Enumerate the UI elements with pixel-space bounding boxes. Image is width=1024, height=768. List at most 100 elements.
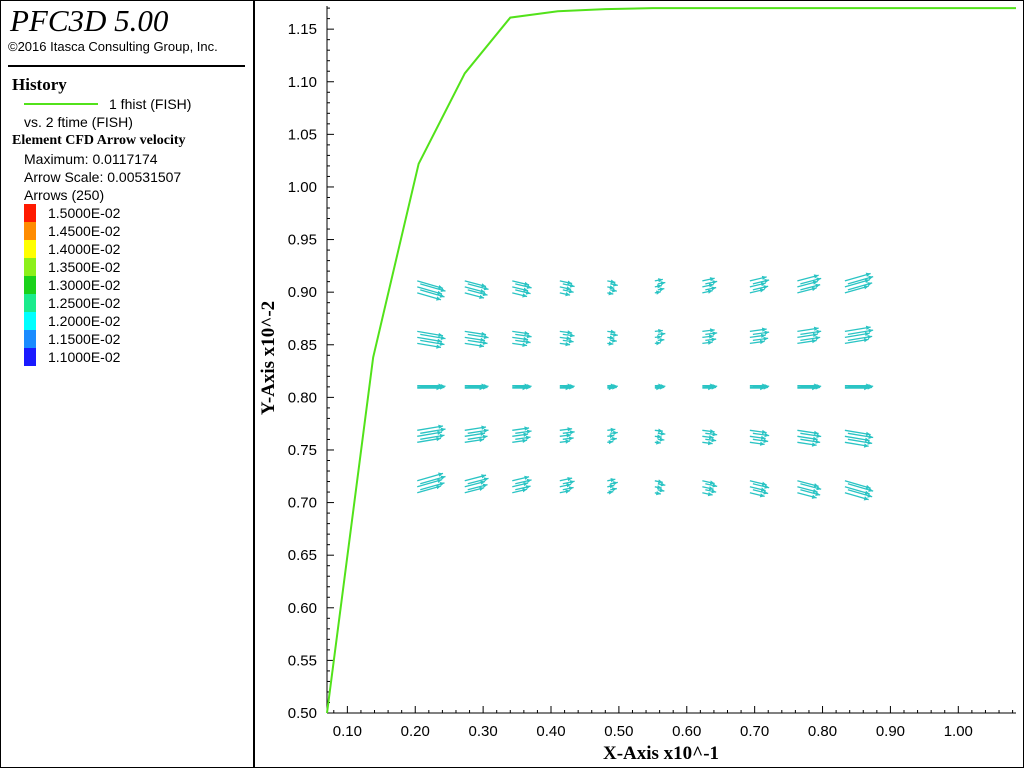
history-heading: History [12, 75, 67, 94]
color-swatch [24, 240, 36, 258]
x-tick-label: 0.50 [604, 723, 633, 740]
velocity-arrowhead [524, 426, 530, 431]
velocity-arrowhead [657, 334, 662, 340]
x-tick-label: 0.90 [876, 723, 905, 740]
velocity-arrowhead [438, 424, 444, 429]
velocity-arrowhead [523, 432, 529, 437]
velocity-arrowhead [525, 485, 531, 490]
velocity-arrowhead [711, 489, 717, 494]
velocity-arrowhead [522, 488, 528, 493]
velocity-arrowhead [659, 488, 665, 493]
x-tick-label: 0.20 [401, 723, 430, 740]
copyright-text: ©2016 Itasca Consulting Group, Inc. [8, 39, 218, 54]
velocity-arrowhead [708, 334, 714, 339]
velocity-arrowhead [658, 328, 663, 334]
velocity-arrowhead [864, 331, 870, 337]
velocity-arrowhead [813, 326, 819, 331]
velocity-arrowhead [440, 427, 446, 432]
velocity-arrowhead [764, 278, 770, 284]
velocity-arrowhead [612, 385, 617, 390]
velocity-arrowhead [816, 486, 822, 491]
velocity-arrowhead [567, 427, 573, 432]
y-tick-label: 0.95 [288, 232, 317, 249]
velocity-arrowhead [479, 486, 485, 491]
maximum-label: Maximum: 0.0117174 [24, 151, 158, 167]
velocity-arrowhead [439, 341, 445, 346]
velocity-arrowhead [439, 481, 445, 487]
velocity-arrowhead [812, 332, 818, 338]
color-scale-label: 1.2000E-02 [48, 313, 121, 329]
velocity-arrowhead [659, 338, 665, 343]
history-series-label: 1 fhist (FISH) [109, 96, 192, 112]
velocity-arrowhead [480, 337, 486, 342]
velocity-arrowhead [565, 385, 571, 391]
y-tick-label: 1.05 [288, 126, 317, 143]
velocity-arrowhead [711, 286, 717, 291]
velocity-arrowhead [656, 341, 661, 346]
velocity-arrowhead [612, 481, 618, 486]
velocity-arrowhead [761, 327, 767, 332]
velocity-arrowhead [811, 338, 817, 344]
velocity-arrowhead [712, 432, 718, 437]
velocity-arrowhead [483, 428, 489, 433]
velocity-arrowhead [525, 435, 531, 440]
x-tick-label: 0.40 [536, 723, 565, 740]
velocity-arrowhead [707, 289, 713, 294]
velocity-arrowhead [708, 435, 714, 440]
history-series-line [326, 7, 1016, 714]
color-scale-label: 1.1500E-02 [48, 331, 121, 347]
velocity-arrowhead [868, 487, 874, 492]
velocity-arrowhead [565, 439, 571, 444]
velocity-arrowhead [709, 429, 715, 434]
velocity-arrowhead [526, 333, 532, 339]
velocity-arrowhead [867, 334, 873, 340]
color-swatch [24, 348, 36, 366]
color-swatch [24, 276, 36, 294]
x-tick-label: 0.60 [672, 723, 701, 740]
velocity-arrowhead [711, 385, 717, 390]
velocity-arrowhead [815, 491, 821, 496]
velocity-arrowhead [709, 328, 715, 333]
velocity-arrowhead [522, 438, 528, 444]
velocity-arrowhead [815, 385, 821, 390]
velocity-arrowhead [440, 385, 445, 390]
y-tick-label: 0.55 [288, 652, 317, 669]
legend-panel: PFC3D 5.00 ©2016 Itasca Consulting Group… [0, 0, 255, 768]
velocity-arrowhead [863, 338, 869, 343]
velocity-arrowhead [816, 433, 822, 438]
velocity-arrowhead [522, 385, 528, 391]
color-swatch [24, 294, 36, 312]
x-tick-label: 0.80 [808, 723, 837, 740]
history-vs-label: vs. 2 ftime (FISH) [24, 114, 133, 130]
velocity-arrowhead [761, 429, 767, 435]
velocity-arrowhead [815, 283, 821, 288]
velocity-arrowhead [707, 491, 713, 497]
velocity-arrowhead [811, 442, 817, 447]
velocity-arrowhead [522, 342, 528, 348]
y-tick-label: 1.00 [288, 179, 317, 196]
color-swatch [24, 258, 36, 276]
velocity-arrowhead [482, 291, 488, 297]
velocity-arrowhead [436, 344, 442, 349]
x-axis-title: X-Axis x10^-1 [603, 743, 719, 764]
velocity-arrowhead [482, 340, 488, 345]
velocity-arrowhead [711, 337, 717, 342]
velocity-arrowhead [764, 484, 770, 489]
velocity-arrowhead [439, 433, 445, 439]
velocity-arrowhead [483, 334, 489, 340]
velocity-arrowhead [568, 486, 574, 491]
velocity-arrowhead [483, 477, 489, 482]
velocity-arrowhead [712, 483, 718, 488]
velocity-arrowhead [864, 385, 869, 391]
velocity-arrowhead [440, 287, 446, 293]
series-layer [326, 7, 1016, 714]
velocity-arrowhead [763, 490, 769, 495]
velocity-arrowhead [526, 284, 532, 289]
velocity-arrowhead [608, 439, 614, 445]
velocity-arrowhead [811, 494, 817, 499]
velocity-arrowhead [763, 285, 769, 290]
velocity-arrowhead [815, 335, 821, 341]
velocity-arrowhead [867, 493, 873, 498]
velocity-arrowhead [811, 286, 817, 292]
velocity-arrowhead [760, 282, 766, 287]
